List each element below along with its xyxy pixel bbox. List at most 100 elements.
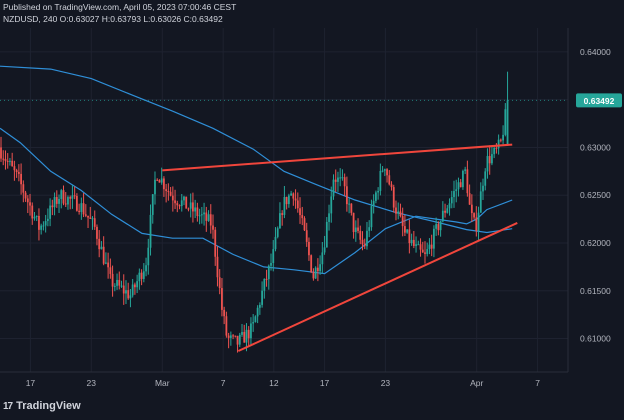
candle-down xyxy=(214,229,217,257)
x-tick-label: 17 xyxy=(320,378,330,388)
candle-up xyxy=(415,244,417,246)
candle-up xyxy=(245,329,248,343)
x-tick-label: 7 xyxy=(221,378,226,388)
candle-up xyxy=(477,212,480,232)
resistance-trendline xyxy=(162,143,513,172)
candle-up xyxy=(332,179,335,197)
candle-down xyxy=(312,272,315,279)
y-tick-label: 0.62500 xyxy=(580,190,611,200)
candle-up xyxy=(113,285,116,287)
candle-up xyxy=(58,198,60,204)
candle-down xyxy=(419,244,422,250)
candle-down xyxy=(2,158,5,160)
candle-down xyxy=(31,205,34,219)
brand-name: TradingView xyxy=(16,400,81,412)
candle-up xyxy=(374,192,377,201)
candle-down xyxy=(301,215,304,219)
candle-down xyxy=(412,239,415,246)
candle-up xyxy=(100,246,103,250)
candle-up xyxy=(439,221,442,231)
candle-up xyxy=(258,304,261,308)
candle-up xyxy=(341,177,344,179)
candle-up xyxy=(46,218,49,222)
candle-down xyxy=(111,273,114,287)
last-price-tag xyxy=(576,93,622,108)
candle-up xyxy=(502,134,504,141)
candle-down xyxy=(89,217,92,219)
candle-up xyxy=(337,177,339,182)
candle-up xyxy=(450,197,453,204)
candle-up xyxy=(397,211,400,214)
grid xyxy=(0,28,568,372)
candle-down xyxy=(6,160,9,162)
candle-down xyxy=(109,267,112,274)
candle-down xyxy=(285,196,288,205)
last-price-label: 0.63492 xyxy=(584,96,615,106)
candle-down xyxy=(390,184,393,188)
candle-up xyxy=(203,212,205,215)
symbol-ohlc-line: NZDUSD, 240 O:0.63027 H:0.63793 L:0.6302… xyxy=(3,14,223,24)
x-tick-label: Apr xyxy=(470,378,483,388)
candle-down xyxy=(363,244,366,247)
candle-up xyxy=(71,195,74,199)
candle-up xyxy=(372,200,375,207)
candle-down xyxy=(64,203,67,205)
candle-up xyxy=(464,169,467,171)
candle-up xyxy=(189,202,192,209)
candle-down xyxy=(225,316,228,336)
candle-up xyxy=(138,272,141,282)
candle-down xyxy=(343,177,346,187)
candle-down xyxy=(51,205,54,208)
candle-down xyxy=(165,189,168,192)
candle-up xyxy=(53,197,56,208)
candle-up xyxy=(290,193,292,196)
candle-down xyxy=(78,210,81,212)
candle-down xyxy=(205,212,208,221)
candle-down xyxy=(399,211,402,217)
trendlines xyxy=(162,143,518,352)
candle-down xyxy=(134,284,136,288)
candle-down xyxy=(395,207,397,214)
candle-down xyxy=(357,227,359,231)
candle-up xyxy=(183,196,185,201)
tradingview-logo-icon: 17 xyxy=(3,400,13,412)
candle-down xyxy=(38,215,40,230)
candle-up xyxy=(417,244,420,246)
x-tick-label: 23 xyxy=(381,378,391,388)
candle-down xyxy=(0,147,2,159)
candle-down xyxy=(87,215,89,218)
candles xyxy=(0,71,509,353)
candle-up xyxy=(493,147,496,155)
candle-down xyxy=(15,170,18,173)
candle-up xyxy=(91,218,94,220)
candle-down xyxy=(236,335,239,345)
candle-up xyxy=(321,252,324,265)
candle-up xyxy=(129,295,132,299)
candle-up xyxy=(120,285,123,287)
candle-up xyxy=(252,322,255,324)
candle-down xyxy=(466,169,469,194)
candle-up xyxy=(151,194,154,215)
candle-up xyxy=(279,213,281,229)
tradingview-brand[interactable]: 17 TradingView xyxy=(3,400,81,412)
candle-down xyxy=(69,197,72,199)
moving-averages xyxy=(0,65,513,275)
candle-up xyxy=(446,208,449,213)
candle-down xyxy=(4,159,7,161)
candle-down xyxy=(223,309,226,317)
candle-down xyxy=(13,166,16,171)
candle-up xyxy=(131,284,134,296)
candle-up xyxy=(256,307,259,317)
candle-down xyxy=(499,139,502,141)
candle-down xyxy=(174,200,176,204)
candle-down xyxy=(392,187,395,208)
candle-up xyxy=(482,185,484,192)
candle-up xyxy=(455,189,458,192)
candle-up xyxy=(497,139,500,149)
candle-down xyxy=(140,272,143,279)
candle-up xyxy=(366,230,368,247)
candle-up xyxy=(180,200,183,207)
candle-down xyxy=(167,191,170,193)
candle-down xyxy=(178,205,181,207)
